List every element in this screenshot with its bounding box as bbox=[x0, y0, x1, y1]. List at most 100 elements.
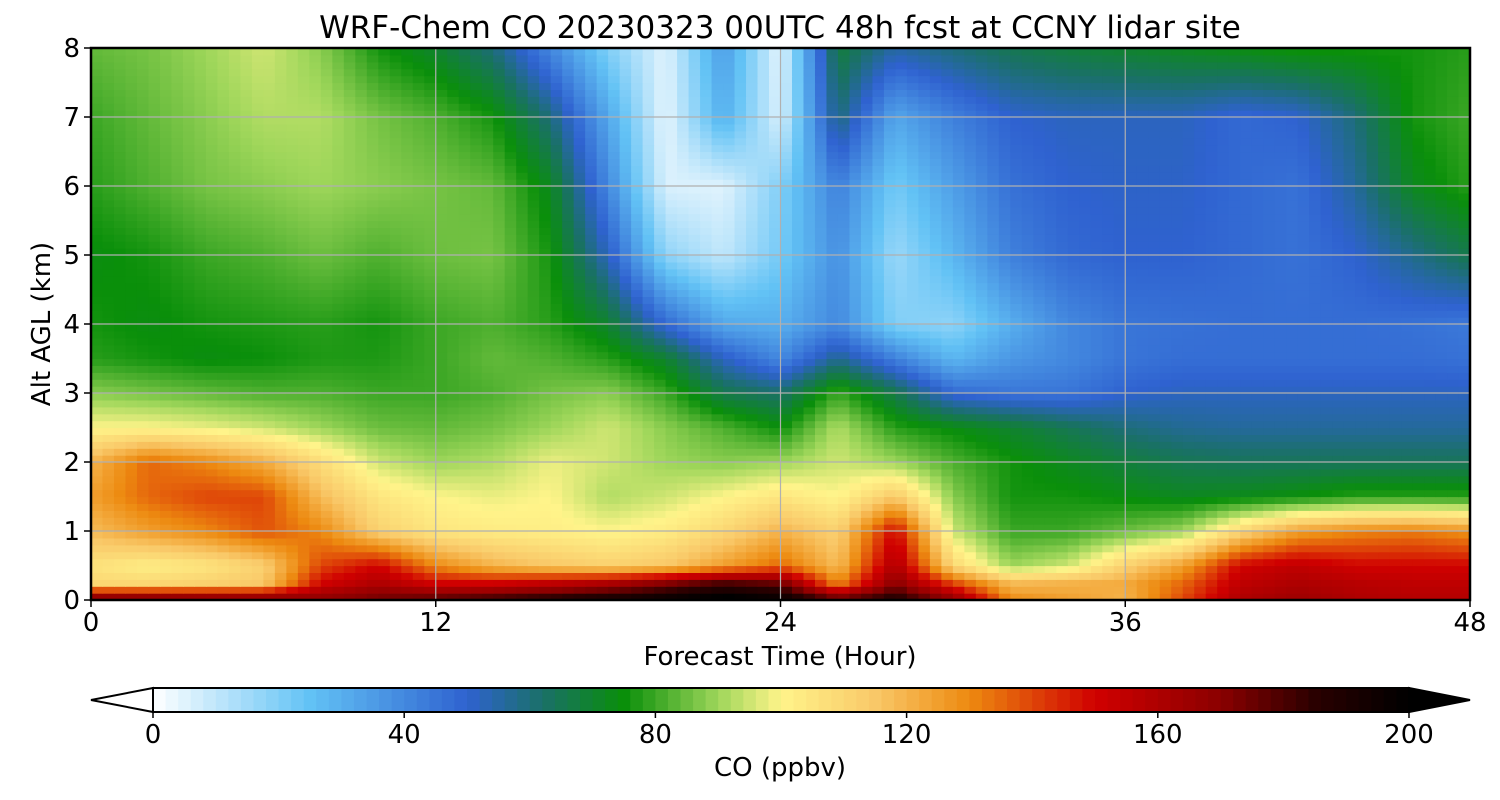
heatmap-cell bbox=[1412, 524, 1425, 532]
heatmap-cell bbox=[1159, 441, 1172, 449]
heatmap-cell bbox=[1343, 586, 1356, 594]
heatmap-cell bbox=[918, 351, 931, 360]
heatmap-cell bbox=[1010, 434, 1023, 442]
heatmap-cell bbox=[136, 448, 150, 456]
heatmap-cell bbox=[849, 406, 862, 415]
heatmap-cell bbox=[964, 537, 977, 546]
heatmap-cell bbox=[780, 462, 793, 470]
heatmap-cell bbox=[1263, 544, 1276, 553]
heatmap-cell bbox=[1332, 386, 1345, 394]
heatmap-cell bbox=[171, 524, 184, 532]
heatmap-cell bbox=[1343, 510, 1356, 518]
heatmap-cell bbox=[1079, 365, 1092, 373]
heatmap-cell bbox=[814, 579, 828, 587]
heatmap-cell bbox=[504, 337, 517, 346]
heatmap-cell bbox=[746, 317, 759, 325]
heatmap-cell bbox=[1228, 434, 1241, 442]
heatmap-cell bbox=[171, 344, 184, 353]
heatmap-cell bbox=[1228, 496, 1241, 504]
heatmap-cell bbox=[1021, 510, 1034, 518]
heatmap-cell bbox=[711, 565, 724, 573]
heatmap-cell bbox=[1389, 537, 1402, 546]
heatmap-cell bbox=[91, 434, 104, 442]
heatmap-cell bbox=[1412, 558, 1425, 567]
heatmap-cell bbox=[240, 330, 253, 339]
heatmap-cell bbox=[263, 351, 276, 360]
heatmap-cell bbox=[435, 413, 448, 422]
heatmap-cell bbox=[987, 448, 1000, 456]
heatmap-cell bbox=[1217, 337, 1230, 346]
heatmap-cell bbox=[539, 337, 552, 346]
heatmap-cell bbox=[1378, 351, 1391, 360]
heatmap-cell bbox=[1171, 337, 1184, 346]
heatmap-cell bbox=[1412, 593, 1425, 601]
heatmap-cell bbox=[113, 310, 127, 318]
heatmap-cell bbox=[1286, 330, 1299, 339]
heatmap-cell bbox=[378, 344, 391, 353]
heatmap-cell bbox=[1332, 593, 1345, 601]
heatmap-cell bbox=[1056, 489, 1069, 498]
heatmap-cell bbox=[1447, 537, 1460, 546]
heatmap-cell bbox=[182, 413, 196, 422]
heatmap-cell bbox=[964, 365, 977, 373]
heatmap-cell bbox=[1125, 489, 1138, 498]
heatmap-cell bbox=[711, 496, 724, 504]
heatmap-cell bbox=[849, 468, 862, 477]
heatmap-cell bbox=[780, 565, 793, 573]
heatmap-cell bbox=[1412, 496, 1425, 504]
heatmap-cell bbox=[493, 344, 506, 353]
heatmap-cell bbox=[1171, 565, 1184, 573]
heatmap-cell bbox=[1056, 372, 1069, 380]
heatmap-cell bbox=[263, 537, 276, 546]
heatmap-cell bbox=[585, 365, 598, 373]
heatmap-cell bbox=[447, 537, 460, 546]
heatmap-cell bbox=[952, 537, 965, 546]
heatmap-cell bbox=[205, 503, 219, 511]
heatmap-cell bbox=[642, 524, 655, 532]
heatmap-cell bbox=[723, 524, 736, 532]
heatmap-cell bbox=[849, 565, 862, 573]
heatmap-cell bbox=[1447, 462, 1460, 470]
heatmap-cell bbox=[1320, 496, 1333, 504]
heatmap-cell bbox=[1205, 448, 1218, 456]
heatmap-cell bbox=[435, 593, 448, 601]
heatmap-cell bbox=[1148, 434, 1161, 442]
heatmap-cell bbox=[550, 537, 563, 546]
heatmap-cell bbox=[987, 399, 1000, 408]
heatmap-cell bbox=[516, 379, 529, 387]
heatmap-cell bbox=[1102, 462, 1115, 470]
heatmap-cell bbox=[1401, 386, 1414, 394]
heatmap-cell bbox=[941, 399, 954, 408]
heatmap-cell bbox=[1286, 468, 1299, 477]
heatmap-cell bbox=[998, 455, 1011, 463]
heatmap-cell bbox=[424, 586, 437, 594]
heatmap-cell bbox=[309, 441, 322, 449]
heatmap-cell bbox=[1332, 531, 1345, 539]
heatmap-cell bbox=[596, 441, 609, 449]
heatmap-cell bbox=[263, 468, 276, 477]
heatmap-cell bbox=[585, 544, 598, 553]
heatmap-cell bbox=[642, 365, 655, 373]
heatmap-cell bbox=[320, 310, 333, 318]
heatmap-cell bbox=[355, 427, 368, 435]
heatmap-cell bbox=[1286, 565, 1299, 573]
heatmap-cell bbox=[826, 317, 839, 325]
heatmap-cell bbox=[378, 468, 391, 477]
heatmap-cell bbox=[263, 531, 276, 539]
heatmap-cell bbox=[849, 551, 862, 560]
heatmap-cell bbox=[1297, 531, 1310, 539]
heatmap-cell bbox=[320, 413, 333, 422]
heatmap-cell bbox=[1343, 413, 1356, 422]
heatmap-cell bbox=[539, 310, 552, 318]
heatmap-cell bbox=[1021, 337, 1034, 346]
heatmap-cell bbox=[1090, 551, 1103, 560]
heatmap-cell bbox=[1079, 503, 1092, 511]
heatmap-cell bbox=[527, 441, 540, 449]
heatmap-cell bbox=[872, 455, 885, 463]
heatmap-cell bbox=[746, 399, 759, 408]
heatmap-cell bbox=[251, 399, 264, 408]
heatmap-cell bbox=[412, 372, 425, 380]
heatmap-cell bbox=[918, 537, 931, 546]
heatmap-cell bbox=[757, 413, 770, 422]
heatmap-cell bbox=[1366, 427, 1379, 435]
